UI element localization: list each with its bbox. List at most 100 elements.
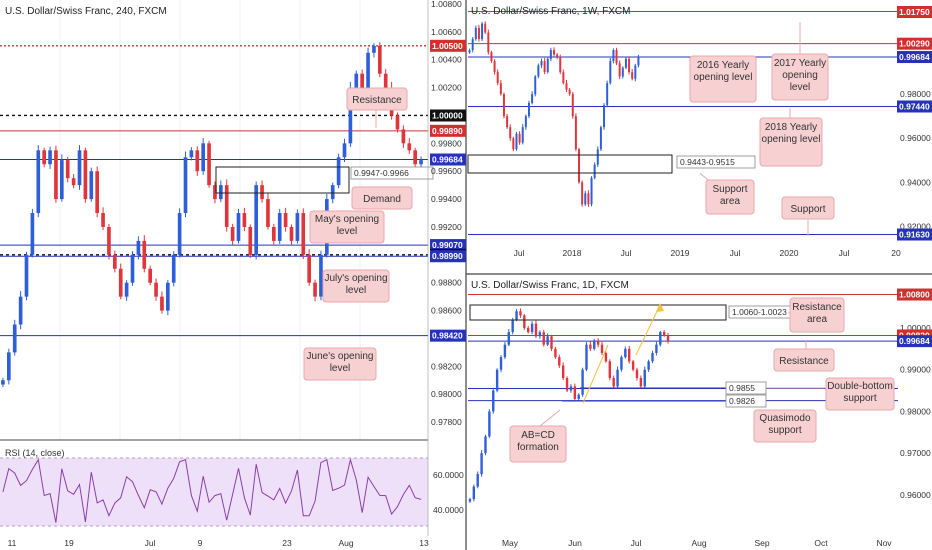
d1-candle-body <box>503 344 507 358</box>
callout-demand-text: Demand <box>363 194 401 205</box>
wk-candle-body <box>571 94 574 117</box>
wk-candle-body <box>556 54 559 57</box>
d1-candle-body <box>484 436 487 454</box>
h4-price-tag-bg <box>430 329 466 342</box>
callout-resistance-text: Resistance <box>352 95 402 106</box>
wk-candle-body <box>581 182 584 205</box>
h4-candle-body <box>101 213 105 227</box>
wk-candle-body <box>578 149 581 183</box>
h4-candle-body <box>336 157 341 186</box>
d1-x-label: May <box>502 538 519 548</box>
h4-candle-body <box>154 282 158 297</box>
d1-candle-body <box>624 348 627 358</box>
rsi-tick-40: 40.0000 <box>433 505 464 515</box>
wk-x-label: Jul <box>514 248 525 258</box>
rsi-band <box>0 458 428 526</box>
h4-candle-body <box>12 324 17 353</box>
wk-candle-body <box>518 133 521 143</box>
h4-price-tag: 0.98990 <box>432 251 463 261</box>
d1-x-label: Jul <box>631 538 642 548</box>
h4-axis-tick: 0.97800 <box>431 417 462 427</box>
callout-weekly-support: Support <box>781 196 835 236</box>
d1-candle-body <box>550 336 553 349</box>
d1-candle-body <box>659 332 662 345</box>
h4-candle-body <box>113 254 117 269</box>
wk-x-label: 2020 <box>780 248 799 258</box>
d1-candle-body <box>639 378 643 387</box>
daily-candles <box>468 308 670 503</box>
h4-candle-body <box>89 171 94 200</box>
weekly-price-tags: 1.01750 1.00290 0.99684 0.97440 0.91630 <box>897 6 932 241</box>
wk-x-label: 2018 <box>563 248 582 258</box>
h4-candle-body <box>354 73 359 88</box>
h4-candle-body <box>230 226 235 241</box>
daily-price-axis: 1.00000 0.99000 0.98000 0.97000 0.96000 <box>900 323 931 500</box>
h4-x-label: 11 <box>8 538 17 548</box>
d1-candle-body <box>519 311 522 316</box>
wk-candle-body <box>543 61 546 73</box>
h4-x-label: 23 <box>282 538 292 548</box>
d1-candle-body <box>507 332 510 345</box>
wk-candle-body <box>499 83 502 95</box>
h4-price-tag: 0.99890 <box>432 126 463 136</box>
h4-candle-body <box>118 268 123 297</box>
wk-candle-body <box>490 52 493 62</box>
wk-candle-body <box>524 116 527 128</box>
callout-2016-yearly: 2016 Yearly opening level <box>689 55 757 103</box>
h4-candle-body <box>372 45 376 53</box>
wk-candle-body <box>537 65 540 77</box>
h4-candle-body <box>107 226 111 255</box>
h4-price-tags: 1.005001.000000.998900.996840.990700.990… <box>430 39 466 342</box>
weekly-chart-panel: 0.9443-0.9515 U.S. Dollar/Swiss Franc, 1… <box>467 6 932 258</box>
h4-candle-body <box>124 282 129 297</box>
h4-axis-tick: 0.98800 <box>431 278 462 288</box>
h4-candle-body <box>160 296 164 311</box>
h4-candle-body <box>148 268 152 283</box>
h4-price-tag: 0.98420 <box>432 331 463 341</box>
h4-candle-body <box>366 52 370 102</box>
h4-candle-body <box>95 171 99 214</box>
rsi-tick-60: 60.0000 <box>433 470 464 480</box>
wk-candle-body <box>534 76 537 95</box>
wk-price-tag: 0.91630 <box>899 230 930 240</box>
daily-zone-label: 1.0060-1.0023 <box>732 307 787 317</box>
h4-axis-tick: 1.00600 <box>431 27 462 37</box>
h4-candle-body <box>65 160 70 179</box>
abcd-arrowhead <box>656 303 664 312</box>
h4-price-tag-bg <box>430 109 466 122</box>
callout-quasimodo: Quasimodo support <box>753 409 817 443</box>
d1-candle-body <box>655 344 658 353</box>
wk-candle-body <box>487 32 490 53</box>
wk-x-label: Jul <box>621 248 632 258</box>
h4-candle-body <box>24 254 29 297</box>
h4-candle-body <box>348 87 353 144</box>
callout-resistance: Resistance <box>346 87 408 128</box>
d1-candle-body <box>647 361 650 370</box>
h4-candle-body <box>201 143 205 172</box>
h4-candle-body <box>319 254 323 297</box>
h4-candle-body <box>207 143 211 186</box>
d1-price-tag-bg <box>897 335 932 348</box>
h4-candle-body <box>36 150 41 214</box>
wk-candle-body <box>603 105 606 128</box>
wk-price-tag-bg <box>897 100 932 113</box>
callout-2017-text: 2017 Yearly opening level <box>773 58 827 93</box>
daily-resistance-zone <box>469 304 727 321</box>
callout-julys-opening: July's opening level <box>322 269 390 303</box>
d1-candle-body <box>558 357 561 366</box>
wk-candle-body <box>496 72 499 84</box>
callout-2017-yearly: 2017 Yearly opening level <box>771 22 829 101</box>
wk-price-tag: 0.99684 <box>899 52 930 62</box>
wk-candle-body <box>624 58 627 68</box>
wk-candle-body <box>596 149 599 165</box>
h4-axis-tick: 0.98200 <box>431 361 462 371</box>
d1-candle-body <box>666 335 670 342</box>
wk-candle-body <box>565 83 568 90</box>
callout-double-bottom: Double-bottom support <box>766 377 895 411</box>
h4-price-tag-bg <box>430 250 466 263</box>
wk-axis-tick: 0.98000 <box>900 89 931 99</box>
h4-candles <box>1 42 423 388</box>
d1-candle-body <box>651 352 654 362</box>
wk-candle-body <box>590 177 593 205</box>
wk-candle-body <box>574 116 577 150</box>
